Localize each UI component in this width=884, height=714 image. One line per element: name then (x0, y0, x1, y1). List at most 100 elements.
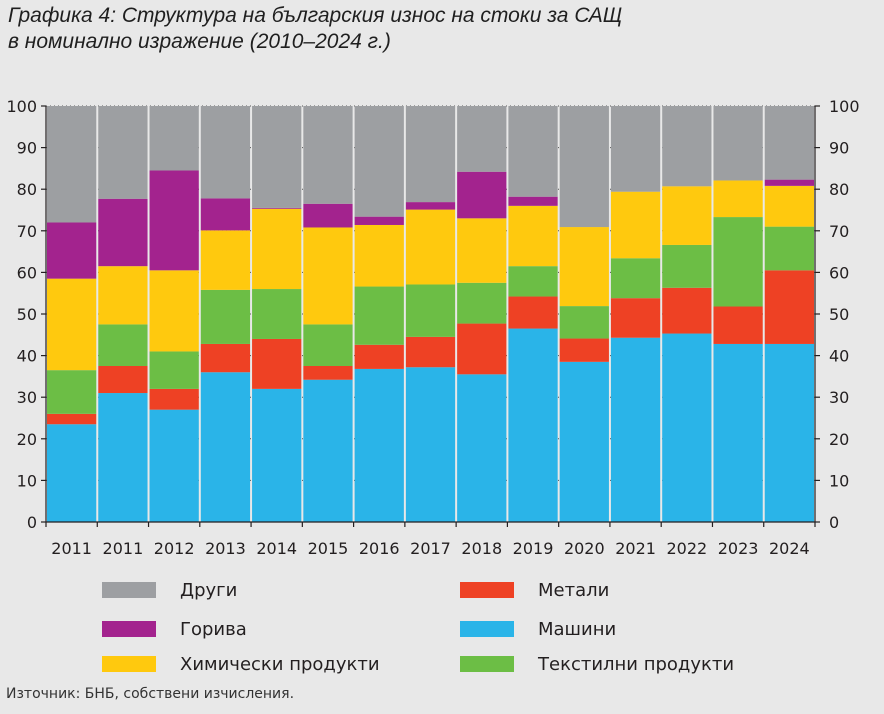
bar-segment (713, 180, 763, 218)
bar-segment (559, 227, 609, 307)
legend-label-others: Други (180, 579, 238, 601)
bar-segment (98, 266, 148, 325)
bar-segment (610, 298, 661, 338)
y-tick-label-left: 100 (6, 97, 37, 116)
bar-segment (303, 324, 353, 366)
legend-item-fuels: Горива (102, 614, 247, 644)
bar-segment (200, 343, 251, 373)
bar-segment (610, 258, 661, 299)
y-tick-label-right: 30 (829, 388, 849, 407)
bar-segment (508, 328, 558, 522)
bar-segment (252, 388, 302, 522)
y-tick-label-left: 80 (17, 180, 37, 199)
bar-segment (252, 208, 302, 290)
y-tick-label-left: 90 (17, 139, 37, 158)
bar-segment (405, 367, 456, 522)
y-tick-label-right: 60 (829, 263, 849, 282)
bar-segment (508, 266, 558, 297)
legend-swatch-fuels (102, 621, 156, 637)
legend-swatch-others (102, 582, 156, 598)
x-tick-label: 2012 (154, 539, 195, 558)
x-tick-label: 2011 (103, 539, 144, 558)
bar-segment (662, 106, 712, 187)
legend-item-machines: Машини (460, 614, 616, 644)
bar-segment (713, 306, 763, 344)
bar-segment (200, 106, 251, 199)
bar-segment (508, 205, 558, 267)
legend-item-chemicals: Химически продукти (102, 649, 380, 679)
x-tick-label: 2022 (666, 539, 707, 558)
y-tick-label-right: 10 (829, 471, 849, 490)
legend-label-metals: Метали (538, 579, 610, 601)
y-tick-label-left: 0 (27, 513, 37, 532)
y-tick-label-right: 90 (829, 139, 849, 158)
bar-segment (508, 106, 558, 197)
chart-title-line-1: Графика 4: Структура на българския износ… (8, 4, 623, 27)
bar-segment (764, 343, 814, 522)
bar-segment (303, 203, 353, 228)
bar-segment (508, 296, 558, 329)
bar-segment (457, 218, 507, 283)
bar-segment (303, 106, 353, 204)
bar-segment (200, 372, 251, 522)
bar-segment (713, 343, 763, 522)
y-tick-label-right: 40 (829, 347, 849, 366)
x-tick-label: 2017 (410, 539, 451, 558)
bar-segment (354, 106, 404, 217)
bar-segment (559, 106, 609, 228)
x-tick-label: 2020 (564, 539, 605, 558)
bar-segment (252, 338, 302, 389)
bar-segment (559, 306, 609, 339)
bar-segment (252, 106, 302, 208)
bar-segment (200, 289, 251, 344)
bar-segment (662, 287, 712, 334)
bar-segment (252, 289, 302, 339)
x-tick-label: 2013 (205, 539, 246, 558)
bar-segment (610, 191, 661, 259)
bar-segment (405, 106, 456, 203)
bar-segment (405, 202, 456, 210)
legend-item-metals: Метали (460, 575, 609, 605)
bar-segment (764, 106, 814, 180)
bar-segment (149, 351, 199, 389)
bar-segment (98, 198, 148, 267)
bar-segment (662, 244, 712, 288)
bar-segment (457, 106, 507, 172)
bar-segment (47, 413, 97, 425)
legend-swatch-textiles (460, 656, 514, 672)
x-tick-label: 2024 (769, 539, 810, 558)
bar-segment (764, 179, 814, 186)
bar-segment (508, 196, 558, 206)
x-tick-label: 2018 (461, 539, 502, 558)
y-tick-label-right: 70 (829, 222, 849, 241)
bar-segment (200, 230, 251, 290)
chart-title-line-2: в номинално изражение (2010–2024 г.) (8, 30, 391, 53)
x-tick-label: 2019 (513, 539, 554, 558)
y-tick-label-left: 20 (17, 430, 37, 449)
bar-segment (354, 344, 404, 369)
bar-segment (610, 337, 661, 522)
bar-segment (559, 361, 609, 522)
legend-label-fuels: Горива (180, 618, 247, 640)
y-tick-label-right: 20 (829, 430, 849, 449)
x-tick-label: 2016 (359, 539, 400, 558)
bar-segment (252, 207, 302, 209)
legend-swatch-machines (460, 621, 514, 637)
bar-segment (457, 171, 507, 219)
legend-label-machines: Машини (538, 618, 617, 640)
bar-segment (303, 366, 353, 380)
bar-segment (200, 198, 251, 231)
bar-segment (713, 106, 763, 181)
y-tick-label-right: 100 (829, 97, 860, 116)
y-tick-label-left: 70 (17, 222, 37, 241)
bar-segment (47, 222, 97, 279)
x-tick-label: 2011 (51, 539, 92, 558)
bar-segment (764, 185, 814, 227)
bar-segment (457, 282, 507, 324)
bar-segment (98, 366, 148, 394)
bar-segment (149, 106, 199, 171)
bar-segment (405, 284, 456, 337)
x-tick-label: 2014 (256, 539, 297, 558)
bar-segment (405, 209, 456, 285)
bar-segment (47, 370, 97, 414)
